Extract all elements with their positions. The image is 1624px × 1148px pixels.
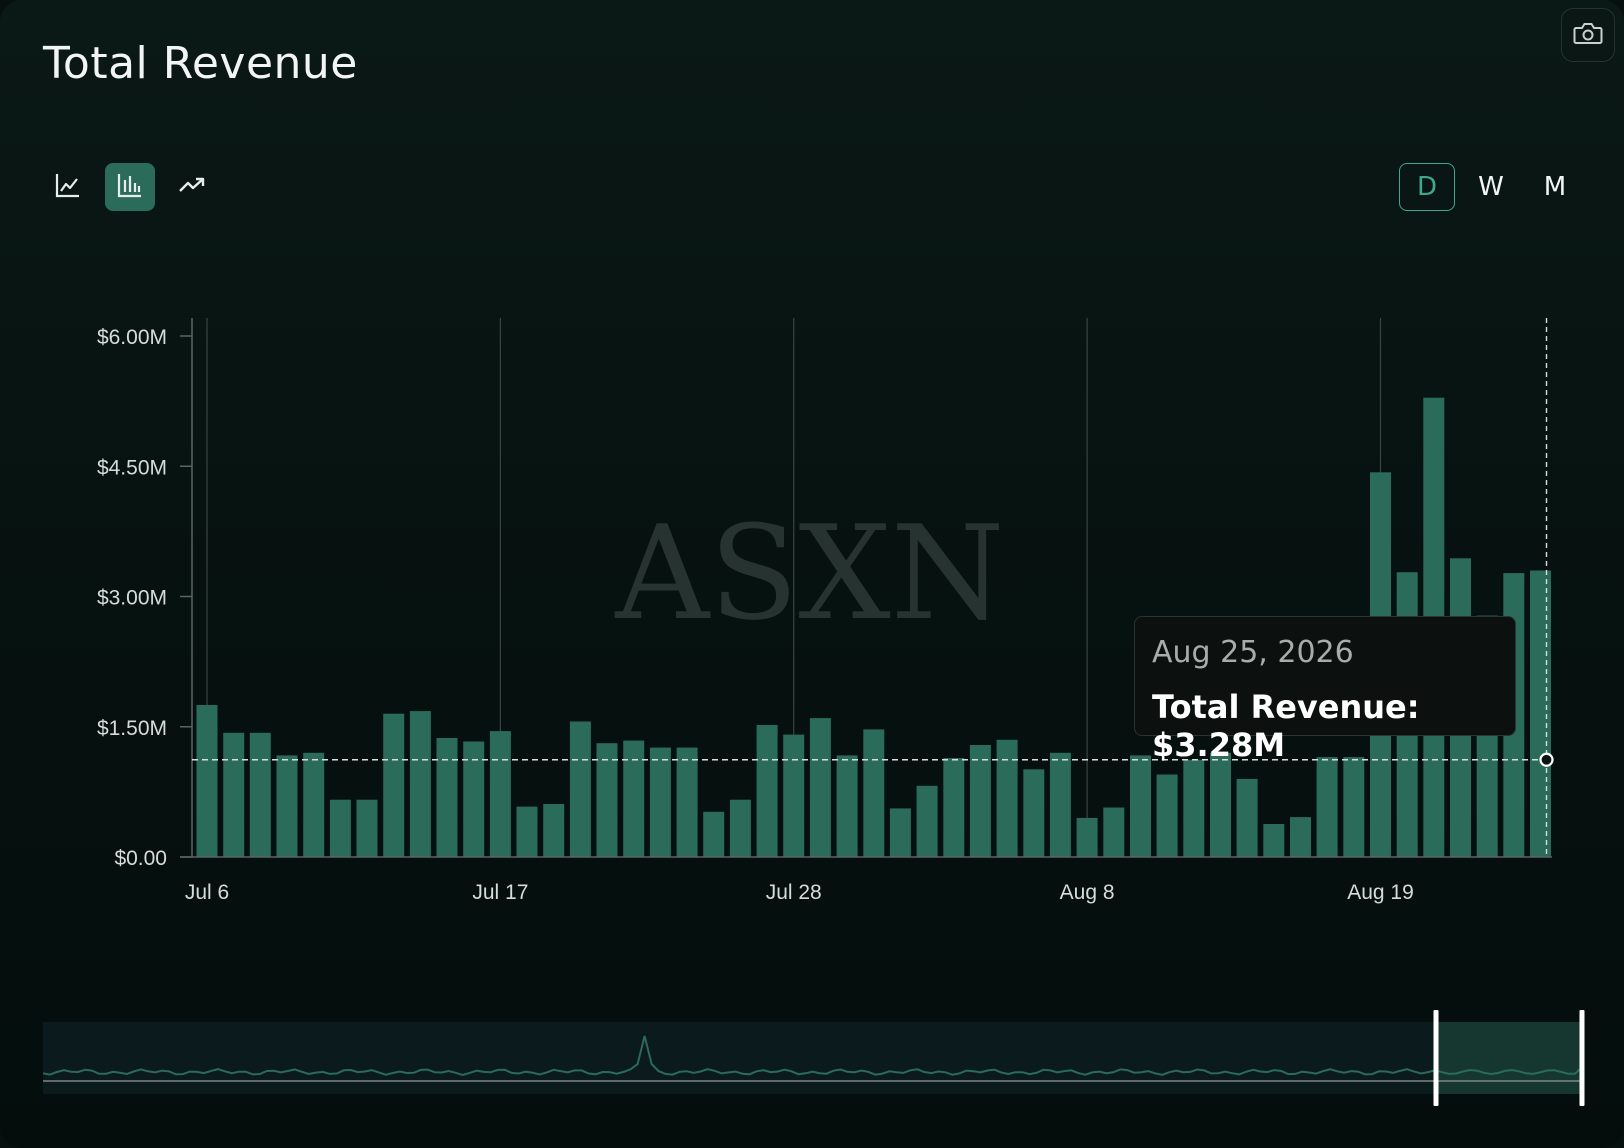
line-chart-button[interactable]	[43, 163, 93, 211]
revenue-bar[interactable]	[303, 752, 325, 857]
trend-chart-button[interactable]	[167, 163, 217, 211]
bar-chart-button[interactable]	[105, 163, 155, 211]
revenue-bar[interactable]	[943, 758, 965, 857]
navigator-series-line	[42, 1035, 1583, 1076]
revenue-bar[interactable]	[596, 743, 618, 857]
x-tick-label: Jul 6	[185, 881, 229, 904]
revenue-bar[interactable]	[756, 725, 778, 857]
revenue-bar[interactable]	[1236, 778, 1258, 857]
revenue-bar[interactable]	[329, 799, 351, 857]
revenue-bar[interactable]	[1316, 757, 1338, 857]
revenue-bar[interactable]	[783, 734, 805, 857]
y-tick-label: $4.50M	[97, 456, 167, 479]
y-tick-label: $0.00	[114, 847, 167, 870]
revenue-bar[interactable]	[809, 718, 831, 857]
revenue-bar[interactable]	[276, 755, 298, 857]
revenue-bar[interactable]	[916, 785, 938, 857]
revenue-bar[interactable]	[969, 745, 991, 857]
crosshair-point	[1539, 752, 1554, 767]
chart-title: Total Revenue	[43, 38, 358, 89]
tooltip-value: Total Revenue: $3.28M	[1152, 688, 1420, 764]
revenue-bar[interactable]	[196, 705, 218, 857]
chart-tooltip: Aug 25, 2026 Total Revenue: $3.28M	[1134, 616, 1516, 764]
revenue-bar[interactable]	[569, 721, 591, 858]
revenue-bar[interactable]	[383, 713, 405, 857]
revenue-bar[interactable]	[1076, 817, 1098, 857]
revenue-bar[interactable]	[649, 747, 671, 857]
trending-up-icon	[177, 173, 207, 201]
revenue-bar[interactable]	[889, 808, 911, 857]
revenue-bar[interactable]	[1210, 752, 1231, 857]
revenue-bar[interactable]	[729, 799, 751, 857]
watermark: ASXN	[614, 497, 1004, 649]
revenue-bar[interactable]	[703, 811, 725, 857]
revenue-bar[interactable]	[1156, 774, 1178, 858]
revenue-bar[interactable]	[1049, 752, 1071, 857]
revenue-bar[interactable]	[1263, 824, 1285, 857]
revenue-bar[interactable]	[409, 711, 431, 857]
y-tick-label: $3.00M	[97, 587, 167, 610]
y-tick-label: $1.50M	[97, 717, 167, 740]
x-tick-label: Aug 8	[1060, 881, 1115, 904]
revenue-bar[interactable]	[1530, 570, 1551, 858]
revenue-bar[interactable]	[356, 799, 378, 857]
revenue-bar[interactable]	[516, 806, 538, 857]
revenue-bar[interactable]	[249, 732, 271, 857]
period-day-button[interactable]: D	[1399, 163, 1455, 211]
revenue-bar[interactable]	[543, 804, 565, 857]
navigator-left-handle[interactable]	[1433, 1010, 1439, 1106]
navigator-right-handle[interactable]	[1579, 1010, 1585, 1106]
period-month-button[interactable]: M	[1543, 172, 1567, 202]
revenue-bar[interactable]	[1103, 807, 1125, 858]
line-chart-icon	[54, 171, 82, 203]
period-week-button[interactable]: W	[1478, 172, 1504, 202]
revenue-bar[interactable]	[996, 739, 1018, 857]
tooltip-date: Aug 25, 2026	[1152, 635, 1354, 670]
revenue-bar[interactable]	[1023, 769, 1045, 857]
navigator-selection[interactable]	[1436, 1022, 1582, 1094]
revenue-bar[interactable]	[676, 747, 698, 857]
revenue-bar[interactable]	[836, 755, 858, 857]
revenue-bar[interactable]	[463, 741, 485, 858]
revenue-bar[interactable]	[1290, 817, 1311, 857]
x-tick-label: Aug 19	[1347, 881, 1414, 904]
revenue-bar[interactable]	[489, 731, 511, 857]
revenue-bar[interactable]	[1343, 757, 1365, 857]
revenue-bar[interactable]	[1130, 755, 1151, 857]
revenue-bar[interactable]	[623, 740, 645, 857]
camera-icon	[1573, 20, 1603, 50]
navigator-background	[43, 1022, 1582, 1094]
revenue-bar[interactable]	[223, 732, 245, 857]
revenue-bar[interactable]	[1183, 759, 1205, 857]
revenue-bar[interactable]	[863, 729, 885, 857]
x-tick-label: Jul 17	[472, 881, 528, 904]
screenshot-button[interactable]	[1561, 8, 1615, 62]
revenue-bar[interactable]	[436, 738, 458, 857]
y-tick-label: $6.00M	[97, 326, 167, 349]
x-tick-label: Jul 28	[766, 881, 822, 904]
bar-chart-icon	[116, 171, 144, 203]
